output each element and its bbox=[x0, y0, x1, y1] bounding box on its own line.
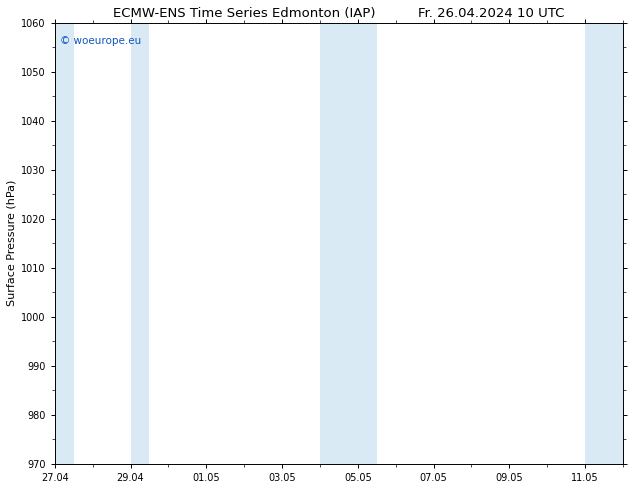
Bar bbox=[585, 23, 623, 464]
Bar bbox=[320, 23, 377, 464]
Bar bbox=[131, 23, 150, 464]
Title: ECMW-ENS Time Series Edmonton (IAP)          Fr. 26.04.2024 10 UTC: ECMW-ENS Time Series Edmonton (IAP) Fr. … bbox=[113, 7, 564, 20]
Text: © woeurope.eu: © woeurope.eu bbox=[60, 36, 141, 46]
Y-axis label: Surface Pressure (hPa): Surface Pressure (hPa) bbox=[7, 180, 17, 306]
Bar bbox=[55, 23, 74, 464]
